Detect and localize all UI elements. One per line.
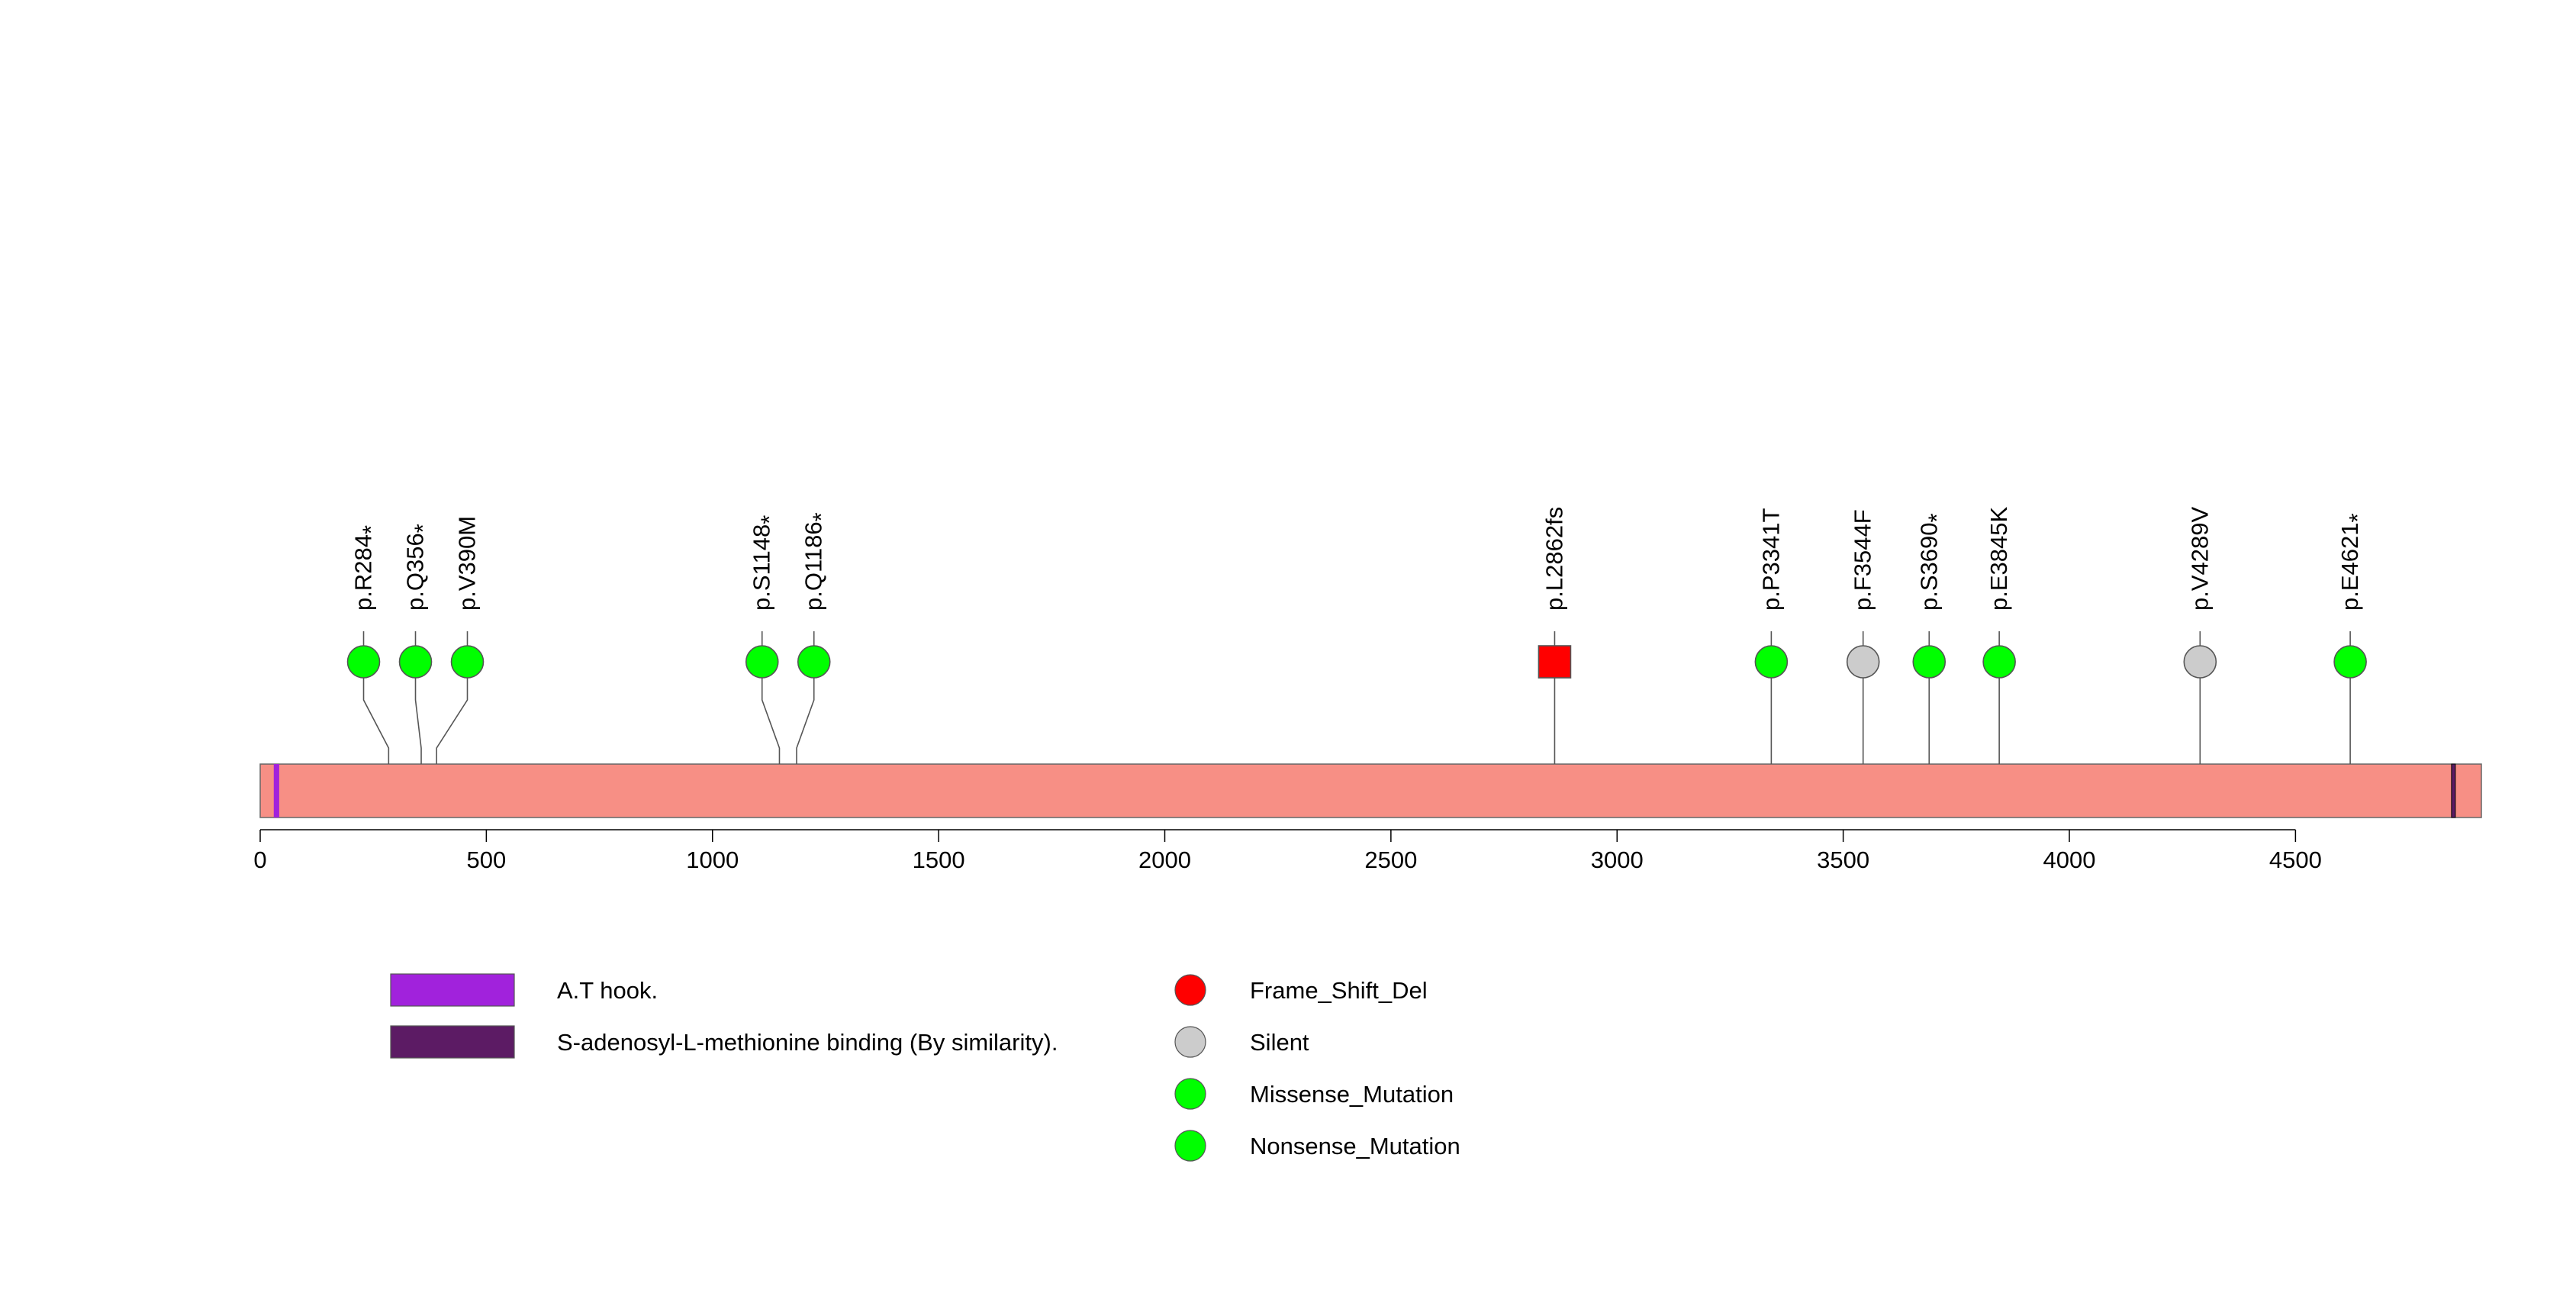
legend-marker-nonsense-mutation: [1174, 1130, 1206, 1162]
nonsense-star: *: [2344, 513, 2371, 522]
stems-layer: [362, 631, 2351, 764]
marker-p-v390m: [450, 645, 485, 679]
label-p-p3341t: p.P3341T: [1757, 508, 1784, 611]
label-p-v390m: p.V390M: [454, 516, 481, 611]
marker-p-s1148: [745, 645, 779, 679]
label-p-f3544f: p.F3544F: [1850, 509, 1876, 611]
marker-p-p3341t: [1754, 645, 1789, 679]
stem-p-q356: [414, 662, 422, 764]
marker-p-v4289v: [2183, 645, 2217, 679]
legend-marker-missense-mutation: [1174, 1078, 1206, 1110]
x-tick-label-3000: 3000: [1591, 847, 1644, 873]
legend-label-nonsense-mutation: Nonsense_Mutation: [1250, 1133, 1460, 1159]
stem-p-r284: [362, 662, 390, 764]
stem-p-s1148: [761, 662, 781, 764]
markers-layer: [346, 645, 2367, 679]
legend-label-silent: Silent: [1250, 1029, 1309, 1056]
x-tick-label-1500: 1500: [913, 847, 965, 873]
protein-layer: [259, 763, 2482, 818]
marker-p-e4621: [2333, 645, 2367, 679]
legend-label-a-t-hook: A.T hook.: [557, 977, 658, 1004]
legend: A.T hook. S-adenosyl-L-methionine binding…: [390, 973, 1460, 1162]
x-tick-label-2000: 2000: [1138, 847, 1191, 873]
domain-s-adenosyl-l-methionine-binding-by-similarity: [2451, 763, 2456, 818]
domain-a-t-hook: [273, 764, 279, 818]
marker-p-l2862fs: [1538, 645, 1572, 679]
stem-p-q1186: [796, 662, 815, 764]
x-tick-label-0: 0: [253, 847, 266, 873]
x-tick-label-4000: 4000: [2043, 847, 2096, 873]
x-axis: 0 500 1000 1500 2000 2500 3000 3500 4000 4500: [253, 829, 2322, 873]
marker-p-e3845k: [1982, 645, 2016, 679]
legend-marker-frame-shift-del: [1174, 974, 1206, 1006]
stem-p-v390m: [436, 662, 469, 764]
label-p-e3845k: p.E3845K: [1985, 507, 2012, 611]
protein-body: [259, 763, 2482, 818]
legend-swatch-a-t-hook: [390, 973, 515, 1007]
x-tick-label-500: 500: [467, 847, 507, 873]
legend-marker-silent: [1174, 1026, 1206, 1058]
x-tick-label-3500: 3500: [1817, 847, 1869, 873]
marker-p-r284: [346, 645, 381, 679]
marker-p-s3690: [1912, 645, 1946, 679]
legend-label-frame-shift-del: Frame_Shift_Del: [1250, 977, 1428, 1004]
label-p-l2862fs: p.L2862fs: [1541, 507, 1567, 611]
legend-swatch-s-adenosyl-l-methionine-binding-by-similarity: [390, 1025, 515, 1059]
nonsense-star: *: [410, 524, 436, 533]
marker-p-q1186: [797, 645, 831, 679]
label-p-v4289v: p.V4289V: [2186, 507, 2213, 611]
x-tick-label-4500: 4500: [2269, 847, 2322, 873]
nonsense-star: *: [1923, 513, 1950, 522]
legend-label-s-adenosyl-l-methionine-binding-by-similarity: S-adenosyl-L-methionine binding (By simi…: [557, 1029, 1058, 1056]
nonsense-star: *: [358, 525, 385, 534]
x-tick-label-2500: 2500: [1364, 847, 1417, 873]
nonsense-star: *: [756, 515, 783, 524]
legend-label-missense-mutation: Missense_Mutation: [1250, 1081, 1454, 1108]
nonsense-star: *: [808, 512, 835, 521]
x-tick-label-1000: 1000: [686, 847, 739, 873]
marker-p-q356: [398, 645, 433, 679]
marker-p-f3544f: [1846, 645, 1880, 679]
